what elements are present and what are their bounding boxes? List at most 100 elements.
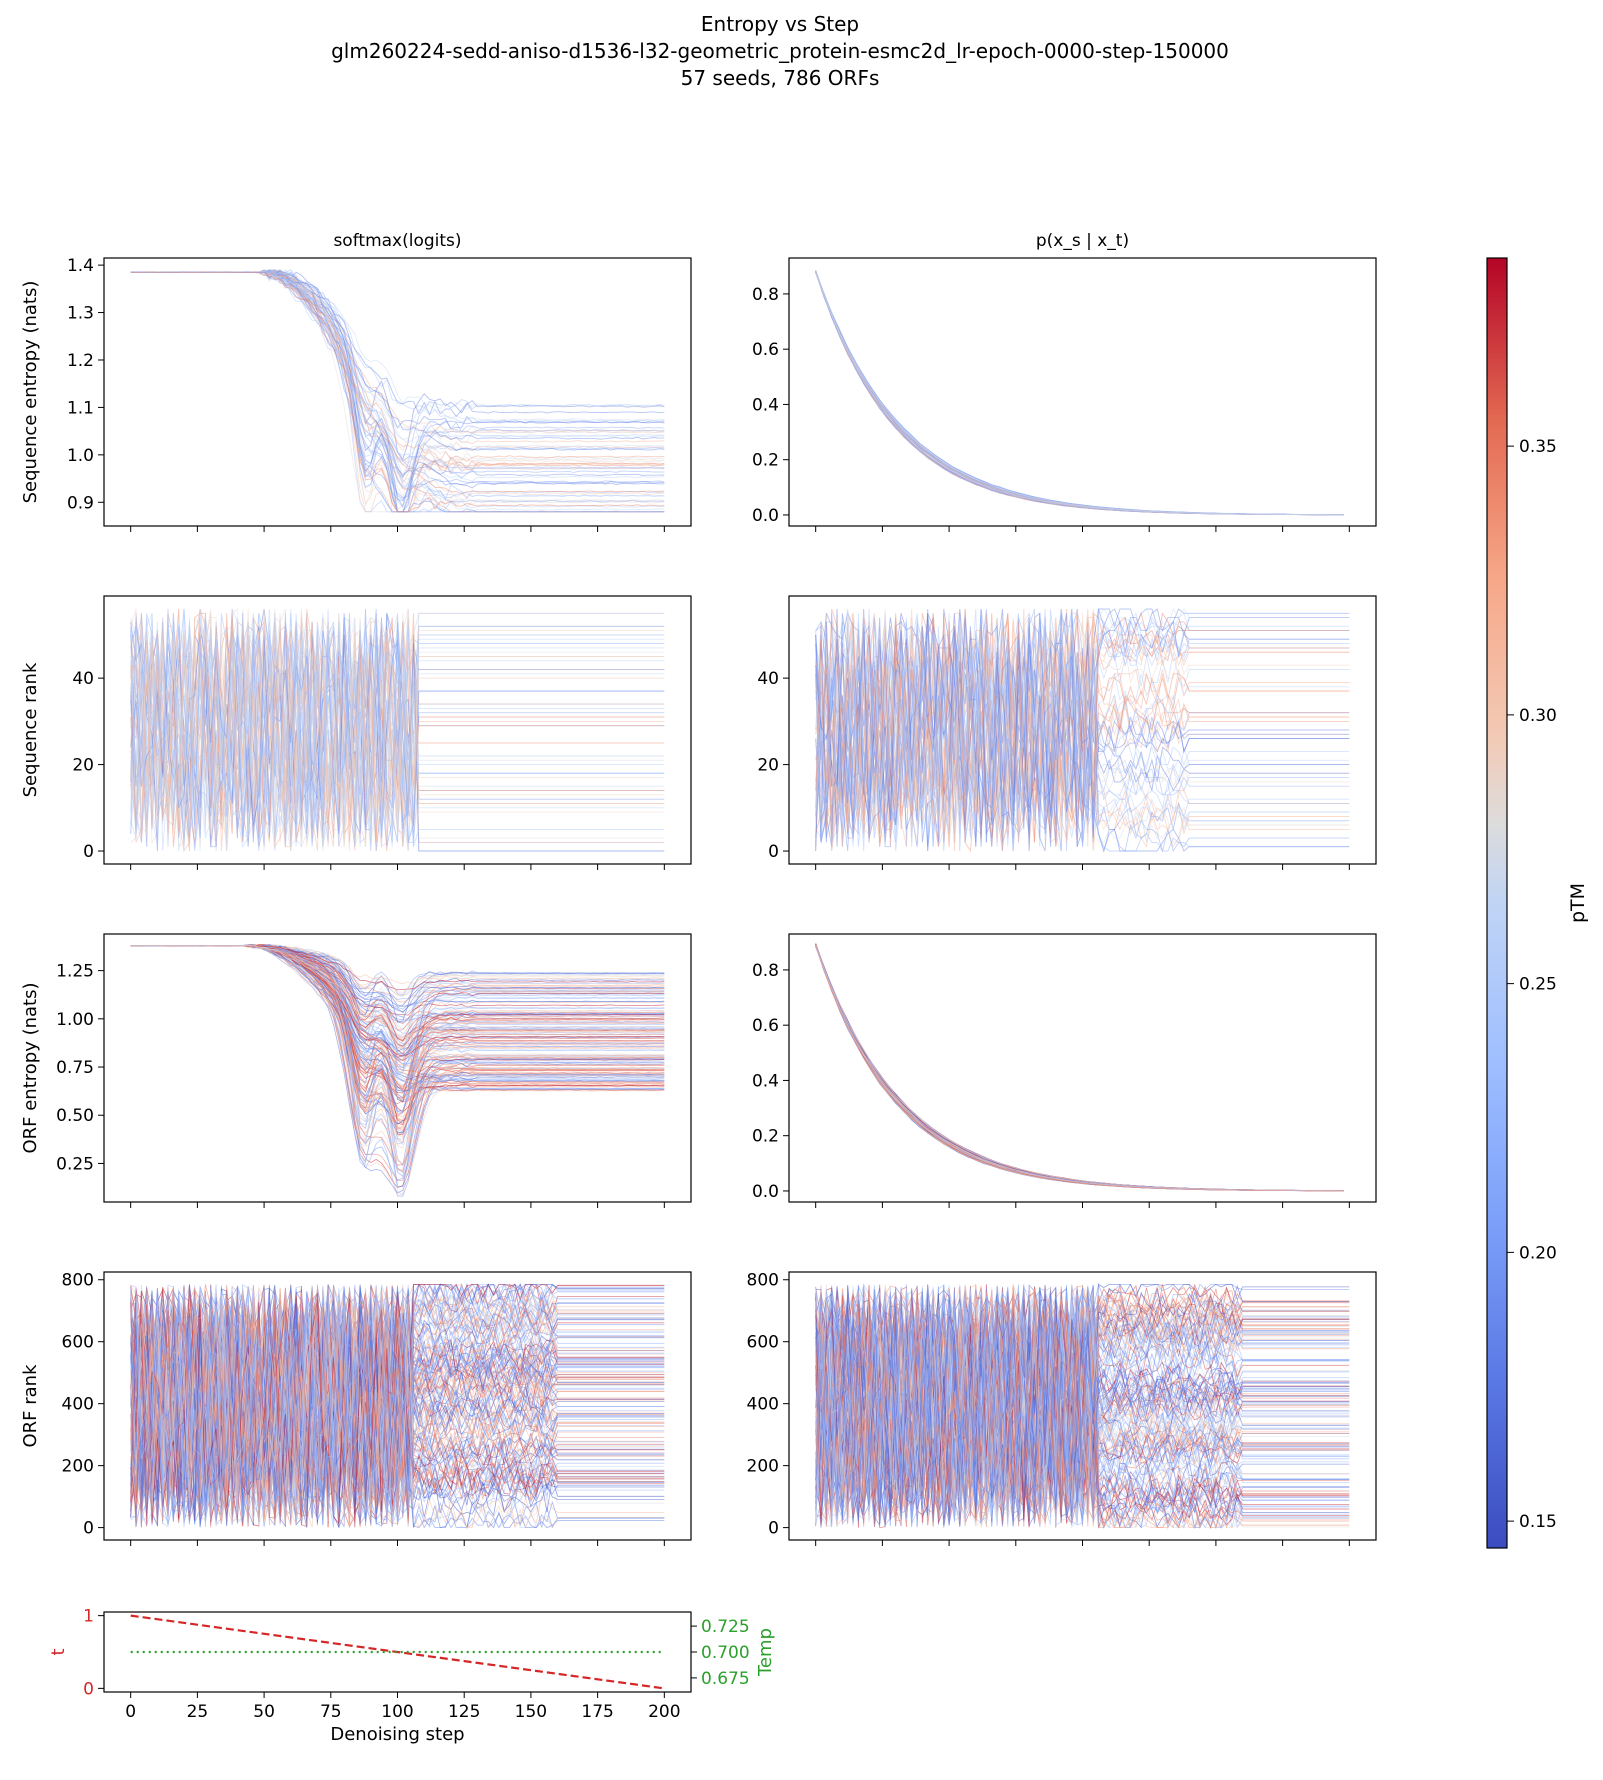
series-line [815,943,1345,1192]
series-line [815,945,1344,1192]
series-line [815,945,1344,1192]
series-line [130,617,665,853]
series-line [130,271,665,479]
colorbar-tick-label: 0.25 [1519,975,1557,995]
series-line [130,269,665,513]
series-line [815,621,1350,852]
series-line [815,945,1344,1192]
panel-orf_rank_logits: 0 200 400 600 800 ORF rank [20,1271,692,1546]
series-line [130,1289,665,1522]
series-line [815,1287,1350,1528]
series-line [130,613,665,847]
series-line [815,944,1345,1192]
series-line [130,608,665,847]
series-line [815,1285,1350,1528]
series-line [815,608,1350,843]
series-line [815,945,1345,1192]
series-line [130,944,665,1065]
series-line [815,945,1345,1192]
series-line [815,1290,1350,1528]
series-line [815,945,1344,1192]
y-right-label: Temp [755,1628,776,1677]
series-line [815,608,1350,852]
series-line [815,944,1345,1192]
series-line [815,271,1344,516]
series-line [130,608,665,852]
series-line [815,612,1350,843]
series-line [815,1287,1350,1523]
series-line [815,1284,1350,1526]
series-line [815,945,1344,1192]
series-line [815,946,1344,1192]
series-line [130,270,665,463]
series-line [130,269,665,513]
series-line [130,271,665,484]
y-tick-label: 1.4 [67,256,94,276]
series-line [815,271,1345,516]
series-line [815,944,1344,1192]
series-line [130,608,665,847]
series-line [815,945,1344,1192]
y-axis-label: t [48,1648,69,1655]
series-line [130,613,665,843]
series-line [130,1285,665,1523]
series-line [815,944,1345,1192]
series-line [130,271,665,466]
series-line [130,270,665,513]
series-line [815,270,1345,516]
series-line [815,944,1345,1192]
series-line [815,272,1344,516]
series-line [130,269,665,462]
series-line [130,269,665,479]
series-line [815,272,1344,516]
series-line [815,943,1344,1192]
series-line [130,944,665,997]
series-line [815,611,1350,843]
series-line [130,621,665,848]
series-line [815,608,1350,843]
y-tick-label: 1.1 [67,398,94,418]
series-line [815,271,1344,516]
series-line [815,945,1344,1192]
series-line [130,269,665,498]
series-line [815,944,1345,1192]
series-line [815,613,1350,843]
y-tick-label: 1.2 [67,351,94,371]
figure-title: Entropy vs Step [701,12,859,36]
series-line [815,608,1350,852]
series-line [815,944,1344,1192]
series-line [130,269,665,489]
series-line [130,1293,665,1525]
series-line [130,613,665,852]
series-line [815,945,1345,1192]
series-line [815,945,1344,1192]
series-line [815,271,1344,516]
series-line [815,1286,1350,1527]
y-tick-label: 0.8 [752,285,779,305]
series-line [815,944,1345,1192]
series-line [130,270,665,508]
series-line [130,269,665,418]
series-line [815,944,1344,1192]
series-line [815,613,1350,847]
y-tick-label: 600 [62,1333,94,1353]
series-line [815,272,1345,516]
series-line [815,272,1344,516]
panel-orf_entropy_logits: 0.25 0.50 0.75 1.00 1.25 ORF entropy (nats) [20,933,692,1208]
series-line [815,944,1345,1192]
colorbar: 0.15 0.20 0.25 0.30 0.35 pTM [1486,257,1589,1549]
series-line [815,945,1344,1192]
series-line [815,608,1350,847]
colorbar-tick-label: 0.15 [1519,1512,1557,1532]
series-line [815,945,1345,1192]
series-line [815,630,1350,836]
series-line [815,945,1344,1192]
series-line [815,944,1344,1192]
series-t [130,1614,665,1690]
y-tick-label: 1.3 [67,304,94,324]
figure-subtitle: glm260224-sedd-aniso-d1536-l32-geometric… [331,39,1229,63]
series-line [815,613,1350,839]
series-line [815,943,1344,1192]
series-line [815,945,1344,1192]
